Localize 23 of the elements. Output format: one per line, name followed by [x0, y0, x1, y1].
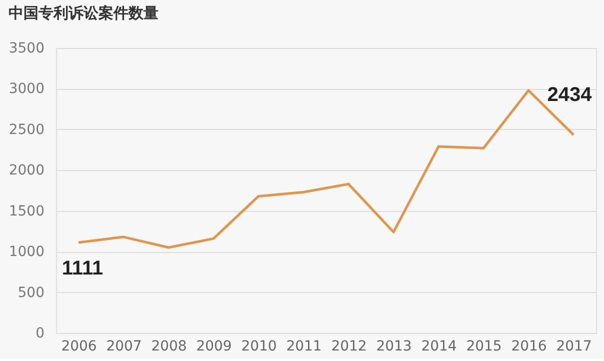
x-tick-label: 2008: [151, 338, 187, 354]
y-tick-label: 500: [18, 284, 44, 301]
annotation: 1111: [62, 258, 104, 280]
x-tick-label: 2017: [556, 338, 592, 354]
annotation: 2434: [547, 84, 593, 106]
x-tick-label: 2012: [331, 338, 367, 354]
x-tick-label: 2009: [196, 338, 232, 354]
x-tick-label: 2015: [466, 338, 502, 354]
x-tick-label: 2010: [241, 338, 277, 354]
y-tick-label: 2000: [8, 162, 44, 179]
y-tick-label: 2500: [8, 122, 44, 138]
y-tick-label: 3500: [8, 40, 44, 56]
y-tick-label: 3000: [8, 81, 44, 98]
x-tick-label: 2007: [106, 338, 142, 354]
chart-title: 中国专利诉讼案件数量: [8, 4, 158, 22]
x-tick-label: 2013: [376, 338, 412, 354]
x-tick-label: 2011: [286, 338, 322, 354]
x-tick-label: 2014: [421, 338, 457, 354]
x-tick-label: 2006: [61, 338, 97, 354]
y-tick-label: 1000: [8, 244, 44, 260]
y-tick-label: 1500: [8, 203, 44, 220]
x-tick-label: 2016: [511, 338, 547, 354]
y-tick-label: 0: [36, 326, 44, 342]
